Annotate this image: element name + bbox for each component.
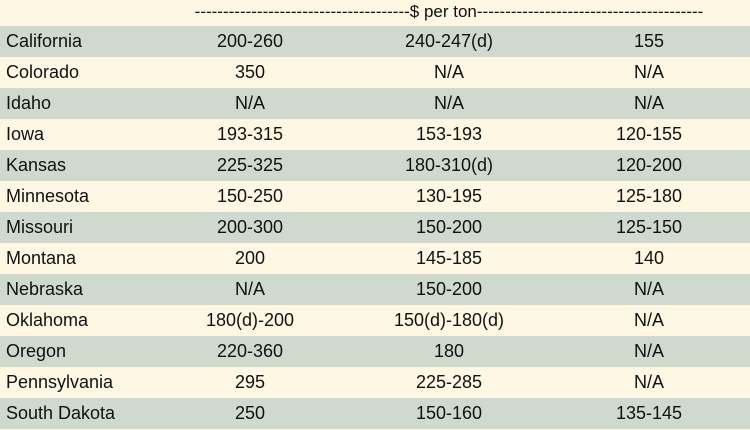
state-cell: South Dakota [6, 403, 116, 423]
table-header: --------------------------------------$ … [0, 0, 750, 24]
table-row: Montana 200 145-185 140 [0, 243, 750, 274]
price-cell: 130-195 [415, 186, 483, 206]
price-cell: 153-193 [415, 124, 483, 144]
price-cell: N/A [433, 93, 464, 113]
price-cell: 150(d)-180(d) [393, 310, 505, 330]
state-cell: Minnesota [6, 186, 90, 206]
price-cell: 180 [433, 341, 465, 361]
price-cell: N/A [234, 279, 265, 299]
price-cell: N/A [633, 372, 664, 392]
price-cell: N/A [433, 62, 464, 82]
table-row: Pennsylvania 295 225-285 N/A [0, 367, 750, 398]
state-cell: Montana [6, 248, 77, 268]
state-cell: Colorado [6, 62, 80, 82]
table-row: Minnesota 150-250 130-195 125-180 [0, 181, 750, 212]
price-cell: 150-160 [415, 403, 483, 423]
price-cell: 125-180 [615, 186, 683, 206]
price-cell: 145-185 [415, 248, 483, 268]
price-cell: 225-285 [415, 372, 483, 392]
price-cell: 240-247(d) [404, 31, 494, 51]
price-cell: 200 [234, 248, 266, 268]
table-row: Missouri 200-300 150-200 125-150 [0, 212, 750, 243]
price-cell: 180(d)-200 [205, 310, 295, 330]
state-cell: Oregon [6, 341, 67, 361]
price-cell: 150-250 [216, 186, 284, 206]
table-body: California 200-260 240-247(d) 155 Colora… [0, 26, 750, 429]
price-unit-header: --------------------------------------$ … [194, 2, 704, 21]
price-cell: N/A [633, 279, 664, 299]
price-cell: 350 [234, 62, 266, 82]
table-row: California 200-260 240-247(d) 155 [0, 26, 750, 57]
price-cell: 120-200 [615, 155, 683, 175]
state-cell: Nebraska [6, 279, 84, 299]
price-cell: 220-360 [216, 341, 284, 361]
price-cell: 193-315 [216, 124, 284, 144]
table-row: Idaho N/A N/A N/A [0, 88, 750, 119]
state-cell: California [6, 31, 83, 51]
price-cell: 200-260 [216, 31, 284, 51]
price-cell: 250 [234, 403, 266, 423]
price-cell: N/A [633, 62, 664, 82]
state-cell: Missouri [6, 217, 74, 237]
table-row: Kansas 225-325 180-310(d) 120-200 [0, 150, 750, 181]
price-cell: 150-200 [415, 217, 483, 237]
price-cell: 295 [234, 372, 266, 392]
table-row: Oklahoma 180(d)-200 150(d)-180(d) N/A [0, 305, 750, 336]
table-row: Colorado 350 N/A N/A [0, 57, 750, 88]
table-row: South Dakota 250 150-160 135-145 [0, 398, 750, 429]
price-cell: 135-145 [615, 403, 683, 423]
table-row: Iowa 193-315 153-193 120-155 [0, 119, 750, 150]
price-cell: 225-325 [216, 155, 284, 175]
state-cell: Kansas [6, 155, 67, 175]
price-cell: N/A [633, 341, 664, 361]
price-cell: N/A [633, 93, 664, 113]
price-cell: N/A [234, 93, 265, 113]
price-cell: 140 [633, 248, 665, 268]
table-row: Oregon 220-360 180 N/A [0, 336, 750, 367]
price-cell: N/A [633, 310, 664, 330]
price-cell: 200-300 [216, 217, 284, 237]
table-row: Nebraska N/A 150-200 N/A [0, 274, 750, 305]
price-cell: 180-310(d) [404, 155, 494, 175]
price-cell: 155 [633, 31, 665, 51]
state-cell: Oklahoma [6, 310, 89, 330]
price-cell: 125-150 [615, 217, 683, 237]
state-cell: Idaho [6, 93, 52, 113]
state-cell: Iowa [6, 124, 45, 144]
price-cell: 150-200 [415, 279, 483, 299]
state-cell: Pennsylvania [6, 372, 114, 392]
price-cell: 120-155 [615, 124, 683, 144]
